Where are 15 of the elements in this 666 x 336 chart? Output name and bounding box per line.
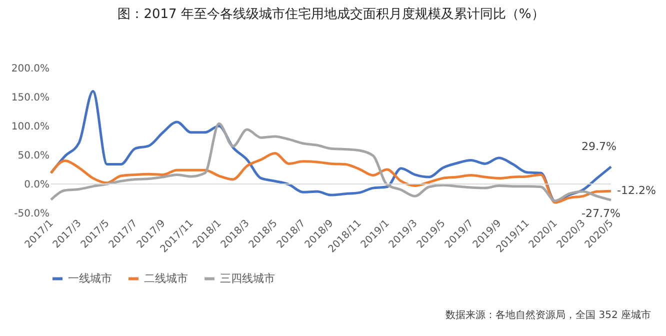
legend-label: 一线城市 (68, 272, 112, 285)
y-tick-label: 0.0% (24, 180, 50, 190)
data-label: 29.7% (582, 140, 616, 153)
line-series (50, 152, 612, 204)
y-tick-label: 200.0% (11, 64, 50, 74)
y-tick-label: 50.0% (18, 150, 50, 162)
chart-title: 图：2017 年至今各线级城市住宅用地成交面积月度规模及累计同比（%） (118, 6, 544, 22)
y-tick-label: 150.0% (11, 92, 50, 104)
y-tick-label: 100.0% (11, 122, 50, 132)
legend-label: 三四线城市 (220, 272, 275, 285)
data-label: -27.7% (582, 207, 620, 220)
legend-label: 二线城市 (144, 272, 188, 285)
y-tick-label: -50.0% (14, 208, 50, 220)
source-note: 数据来源：各地自然资源局，全国 352 座城市 (446, 309, 651, 321)
data-label: -12.2% (617, 184, 656, 198)
